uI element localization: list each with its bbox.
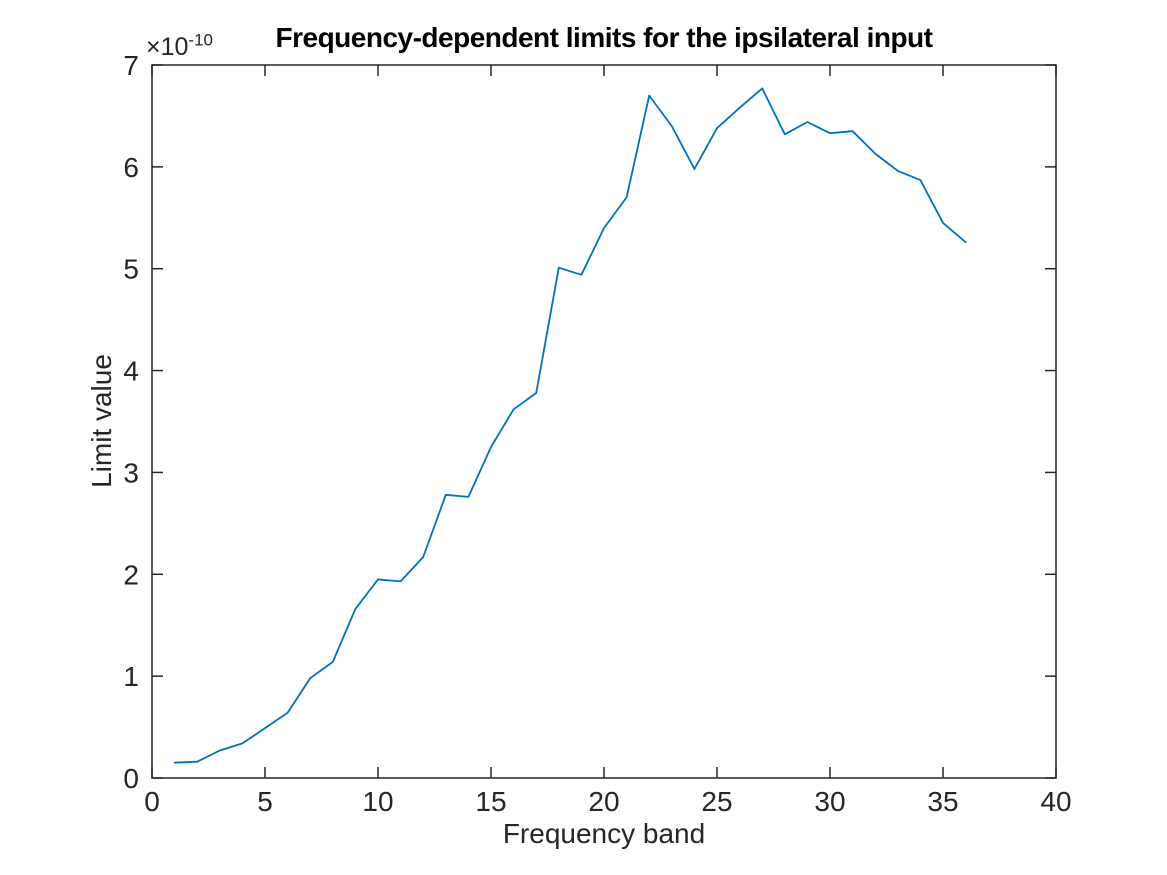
x-tick-label: 25: [701, 786, 732, 817]
offset-exponent: -10: [188, 30, 213, 50]
x-tick-label: 40: [1040, 786, 1071, 817]
x-tick-label: 35: [927, 786, 958, 817]
chart-title: Frequency-dependent limits for the ipsil…: [275, 22, 933, 53]
y-tick-label: 4: [123, 356, 139, 387]
data-line: [173, 87, 967, 764]
x-tick-label: 20: [588, 786, 619, 817]
x-tick-label: 0: [144, 786, 160, 817]
x-tick-label: 30: [814, 786, 845, 817]
x-tick-label: 5: [257, 786, 273, 817]
y-tick-label: 6: [123, 152, 139, 183]
y-axis-offset-text: ×10-10: [146, 30, 213, 62]
y-tick-label: 1: [123, 661, 139, 692]
y-tick-label: 5: [123, 254, 139, 285]
axes-box: [151, 64, 1057, 779]
offset-base: ×10: [146, 33, 189, 61]
y-axis-label: Limit value: [86, 354, 117, 488]
y-tick-label: 0: [123, 763, 139, 794]
x-tick-label: 15: [475, 786, 506, 817]
y-tick-label: 3: [123, 457, 139, 488]
x-tick-label: 10: [362, 786, 393, 817]
x-axis-label: Frequency band: [502, 818, 706, 849]
y-tick-label: 7: [123, 50, 139, 81]
y-tick-label: 2: [123, 559, 139, 590]
